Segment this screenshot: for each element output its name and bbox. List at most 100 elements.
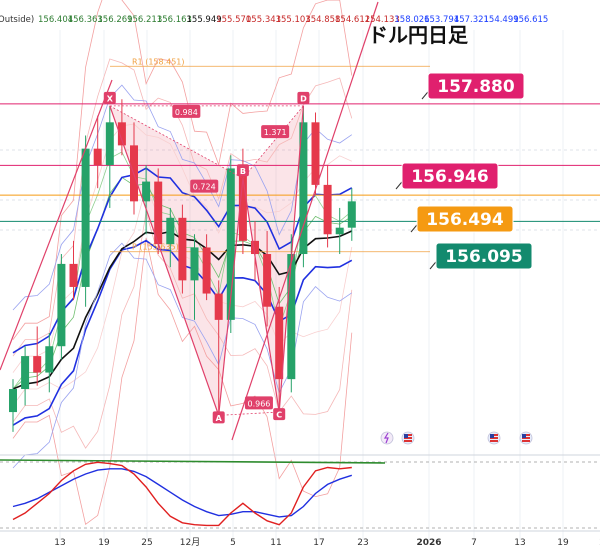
candle-body <box>238 168 247 241</box>
candle-body <box>33 356 42 373</box>
candle <box>190 234 199 320</box>
header-value: 156.404 <box>38 15 73 25</box>
candle-body <box>178 217 187 281</box>
candle-body <box>57 263 66 347</box>
us-flag-icon <box>490 434 494 438</box>
header-value: 153.794 <box>424 15 459 25</box>
ratio-label-box <box>190 179 219 193</box>
x-tick-label: 25 <box>141 538 152 548</box>
oscillator-panel <box>0 454 600 529</box>
candle <box>347 188 356 241</box>
point-label: C <box>276 411 282 420</box>
trend-line <box>231 1 379 441</box>
pattern-leg <box>278 105 304 413</box>
candle <box>105 105 114 208</box>
candle-body <box>263 254 272 307</box>
candle-body <box>299 122 308 255</box>
candle <box>251 221 259 281</box>
price-label-text: 156.095 <box>445 247 522 267</box>
candle-body <box>45 346 54 373</box>
candle <box>226 155 235 334</box>
candle <box>214 280 223 416</box>
pattern-point-x: X <box>103 91 116 104</box>
us-flag-icon <box>401 431 415 445</box>
trend-line <box>0 79 113 371</box>
price-label-box <box>427 72 525 100</box>
pattern-point-a: A <box>212 411 225 424</box>
candle <box>57 254 66 360</box>
outer-band <box>12 242 353 469</box>
osc-main-line <box>12 461 352 527</box>
pattern-leg <box>242 178 280 413</box>
candle <box>178 204 187 294</box>
price-label-text: 156.946 <box>411 167 488 187</box>
ratio-label-text: 0.724 <box>193 183 216 192</box>
event-icons <box>380 431 533 445</box>
header-value: 158.026 <box>394 15 429 25</box>
pattern-ratio-line <box>218 411 280 416</box>
upper-band <box>12 123 352 373</box>
header-value: 154.499 <box>484 15 519 25</box>
point-marker <box>273 408 286 421</box>
candle <box>33 326 42 386</box>
candle <box>9 379 17 432</box>
header-value: 155.103 <box>276 15 311 25</box>
price-labels: 157.880 156.946 156.494 156.095 <box>395 72 533 270</box>
pattern-ratio-line <box>109 105 244 179</box>
outer-band <box>12 84 353 311</box>
x-tick-label: 17 <box>313 538 324 548</box>
header-value: 155.570 <box>216 15 251 25</box>
candle <box>202 234 211 301</box>
candle-body <box>117 122 126 146</box>
us-flag-icon <box>522 440 530 442</box>
us-flag-icon <box>490 440 498 442</box>
candle-body <box>190 247 199 281</box>
x-axis: 13192512月511172320267131925 <box>0 530 600 548</box>
ratio-label: 0.966 <box>244 396 273 410</box>
price-label-box <box>401 162 499 190</box>
candle-body <box>202 247 211 294</box>
pattern-leg <box>218 178 244 416</box>
candle <box>69 240 78 301</box>
x-tick-label: 23 <box>357 538 368 548</box>
header-value: 156.269 <box>97 15 132 25</box>
us-flag-icon <box>522 434 526 438</box>
candle-body <box>251 240 259 255</box>
point-marker <box>103 91 116 104</box>
candle <box>142 165 151 235</box>
candle-body <box>347 201 356 228</box>
lightning-icon <box>383 432 389 444</box>
ratio-label: 0.724 <box>190 179 219 193</box>
candle <box>117 99 126 156</box>
header-value: 155.343 <box>246 15 281 25</box>
x-tick-label: 19 <box>98 538 110 548</box>
x-tick-label: 5 <box>230 538 236 548</box>
pivot-label: P (155.635) <box>132 243 179 252</box>
candle-body <box>323 184 332 235</box>
indicator-values-header: Outside) 156.404156.363156.269156.213156… <box>0 15 548 25</box>
point-label: D <box>300 94 307 103</box>
candle-body <box>142 181 151 202</box>
lower-band <box>12 237 353 525</box>
us-flag-icon <box>519 431 533 445</box>
ratio-label-text: 1.371 <box>264 128 287 137</box>
candle <box>323 165 332 248</box>
header-value: 156.615 <box>513 15 548 25</box>
candle-body <box>154 181 163 245</box>
x-tick-label: 19 <box>557 538 569 548</box>
x-tick-label: 11 <box>270 538 281 548</box>
ratio-label-box <box>261 125 290 139</box>
candle <box>311 112 320 195</box>
ratio-label: 0.984 <box>172 104 201 118</box>
ratio-label-box <box>244 396 273 410</box>
channel-upper <box>12 167 353 354</box>
x-tick-label: 7 <box>471 538 477 548</box>
header-value: 155.949 <box>187 15 222 25</box>
candle-body <box>335 227 344 235</box>
point-marker <box>212 411 225 424</box>
price-label-box <box>416 205 514 233</box>
pattern-leg <box>109 105 220 416</box>
price-label: 157.880 <box>421 72 525 100</box>
candle-body <box>81 148 90 287</box>
